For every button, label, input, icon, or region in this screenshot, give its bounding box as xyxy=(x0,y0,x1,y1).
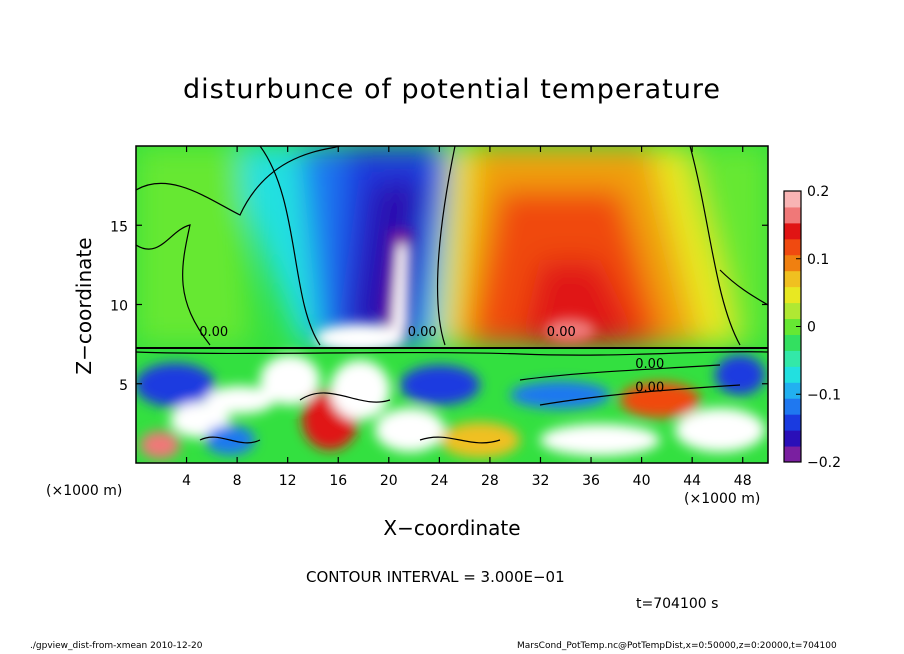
y-axis: 5 10 15 xyxy=(110,219,768,394)
x-tick-label: 32 xyxy=(532,473,550,489)
x-unit-label: (×1000 m) xyxy=(684,491,761,507)
x-axis: 4 8 12 16 20 24 28 32 36 40 44 48 xyxy=(182,146,752,489)
x-tick-label: 28 xyxy=(481,473,499,489)
colorbar-swatch xyxy=(784,270,801,288)
x-tick-label: 16 xyxy=(329,473,347,489)
x-axis-label: X−coordinate xyxy=(0,516,904,540)
colorbar-swatch xyxy=(784,414,801,431)
colorbar-swatch xyxy=(784,302,801,320)
colorbar-tick-label: 0.2 xyxy=(807,184,829,200)
contour-interval-text: CONTOUR INTERVAL = 3.000E−01 xyxy=(306,568,565,586)
colorbar-swatch xyxy=(784,398,801,415)
chart-title: disturbunce of potential temperature xyxy=(183,74,721,105)
y-tick-label: 10 xyxy=(110,299,128,315)
colorbar-swatch xyxy=(784,446,801,463)
colorbar-swatch xyxy=(784,238,801,256)
colorbar-swatch xyxy=(784,206,801,224)
x-tick-label: 12 xyxy=(279,473,297,489)
x-tick-label: 4 xyxy=(182,473,191,489)
colorbar-swatch xyxy=(784,366,801,383)
contour-value-label: 0.00 xyxy=(408,325,437,340)
colorbar-swatch xyxy=(784,222,801,240)
contour-value-label: 0.00 xyxy=(635,381,664,396)
colorbar-ticks: 0.2 0.1 0 −0.1 −0.2 xyxy=(796,184,841,471)
colorbar xyxy=(783,190,802,463)
colorbar-swatch xyxy=(784,334,801,351)
colorbar-swatch xyxy=(784,318,801,335)
x-tick-label: 36 xyxy=(582,473,600,489)
colorbar-tick-label: 0 xyxy=(807,320,816,336)
colorbar-swatch xyxy=(784,254,801,272)
x-tick-label: 8 xyxy=(233,473,242,489)
contour-value-label: 0.00 xyxy=(199,325,228,340)
colorbar-tick-label: −0.1 xyxy=(807,387,841,403)
colorbar-tick-label: 0.1 xyxy=(807,252,829,268)
footer-left: ./gpview_dist-from-xmean 2010-12-20 xyxy=(30,641,203,651)
colorbar-swatch xyxy=(784,382,801,399)
x-tick-label: 48 xyxy=(734,473,752,489)
field-layer xyxy=(136,146,768,463)
time-label: t=704100 s xyxy=(636,596,719,612)
z-unit-label: (×1000 m) xyxy=(46,483,123,499)
x-tick-label: 20 xyxy=(380,473,398,489)
x-tick-label: 40 xyxy=(633,473,651,489)
colorbar-swatch xyxy=(784,350,801,367)
contour-value-label: 0.00 xyxy=(547,325,576,340)
colorbar-swatch xyxy=(784,286,801,304)
colorbar-tick-label: −0.2 xyxy=(807,455,841,471)
contour-labels: 0.00 0.00 0.00 0.00 0.00 xyxy=(199,325,664,395)
y-tick-label: 15 xyxy=(110,219,128,235)
y-axis-label: Z−coordinate xyxy=(72,237,96,375)
colorbar-swatch xyxy=(784,430,801,447)
x-axis-label-text: X−coordinate xyxy=(383,516,521,540)
x-tick-label: 24 xyxy=(430,473,448,489)
y-tick-label: 5 xyxy=(119,378,128,394)
contour-value-label: 0.00 xyxy=(635,357,664,372)
x-tick-label: 44 xyxy=(683,473,701,489)
footer-right: MarsCond_PotTemp.nc@PotTempDist,x=0:5000… xyxy=(517,641,837,651)
colorbar-swatch xyxy=(784,191,801,208)
